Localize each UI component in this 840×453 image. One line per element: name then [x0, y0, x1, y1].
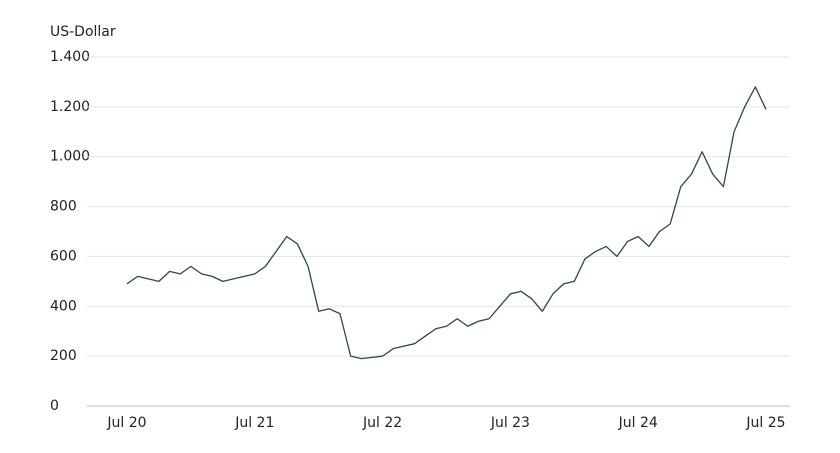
y-tick-label: 400	[50, 298, 77, 314]
y-tick-label: 200	[50, 348, 77, 364]
y-tick-label: 1.200	[50, 99, 90, 115]
price-line	[126, 86, 767, 360]
y-tick-label: 1.400	[50, 49, 90, 65]
y-tick-label: 0	[50, 398, 59, 414]
x-tick-label: Jul 23	[490, 415, 530, 431]
y-tick-label: 600	[50, 248, 77, 264]
x-tick-label: Jul 21	[234, 415, 274, 431]
x-tick-label: Jul 25	[745, 415, 785, 431]
y-tick-label: 1.000	[50, 149, 90, 165]
x-tick-label: Jul 20	[106, 415, 146, 431]
y-axis-label: US-Dollar	[50, 24, 116, 40]
x-tick-label: Jul 24	[618, 415, 658, 431]
x-tick-label: Jul 22	[362, 415, 402, 431]
y-tick-label: 800	[50, 199, 77, 215]
